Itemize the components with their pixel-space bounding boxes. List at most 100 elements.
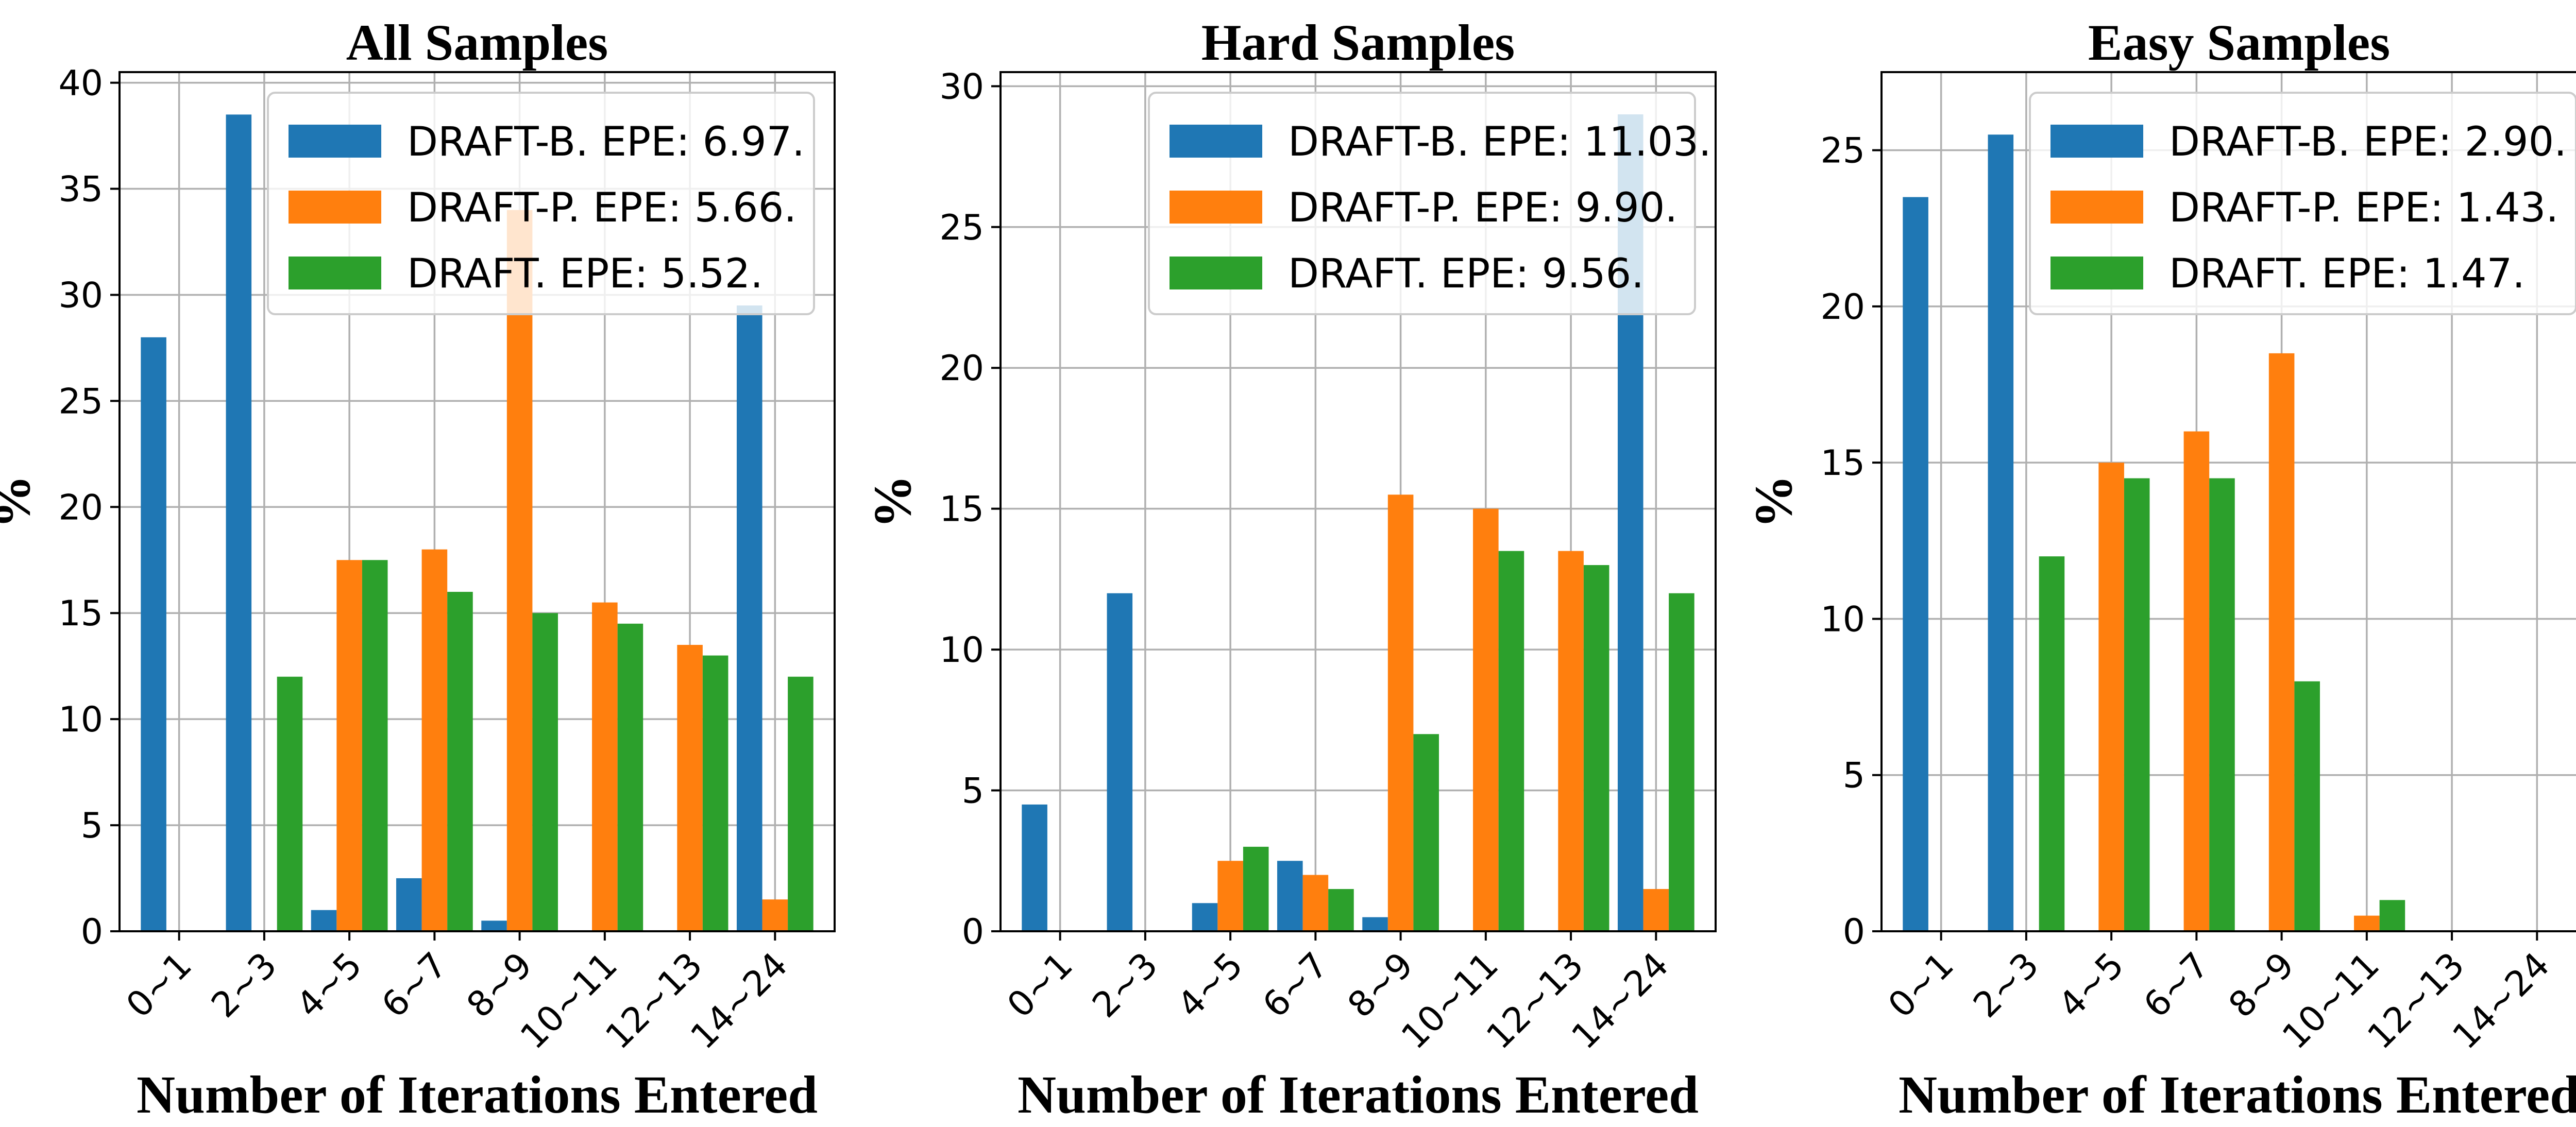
chart-title: All Samples bbox=[346, 14, 608, 71]
bar-draft-p-10-11 bbox=[592, 602, 618, 931]
x-tick-label: 12~13 bbox=[598, 945, 711, 1057]
legend-swatch-draft-b bbox=[1170, 125, 1262, 158]
legend-swatch-draft-p bbox=[289, 191, 381, 224]
y-tick-label: 0 bbox=[1843, 912, 1865, 952]
bar-draft-b-14-24 bbox=[736, 305, 762, 931]
bar-draft-b-8-9 bbox=[481, 920, 507, 931]
bar-draft-14-24 bbox=[788, 676, 814, 931]
legend-swatch-draft-p bbox=[1170, 191, 1262, 224]
bar-draft-b-0-1 bbox=[1903, 197, 1928, 932]
bar-draft-4-5 bbox=[2124, 478, 2150, 931]
y-tick-label: 0 bbox=[962, 912, 984, 952]
bar-draft-p-8-9 bbox=[506, 210, 533, 931]
y-tick-label: 20 bbox=[939, 348, 984, 389]
y-tick-label: 10 bbox=[939, 630, 984, 671]
x-tick-label: 14~24 bbox=[1564, 945, 1677, 1057]
legend-swatch-draft-b bbox=[2050, 125, 2143, 158]
x-axis-label: Number of Iterations Entered bbox=[137, 1065, 818, 1124]
legend-label-draft: DRAFT. EPE: 5.52. bbox=[407, 251, 763, 297]
x-tick-label: 4~5 bbox=[2051, 945, 2132, 1026]
x-tick-label: 2~3 bbox=[1966, 945, 2047, 1026]
bar-draft-b-0-1 bbox=[141, 337, 166, 931]
bar-draft-p-12-13 bbox=[1558, 551, 1584, 931]
legend-swatch-draft bbox=[289, 257, 381, 289]
legend-label-draft-p: DRAFT-P. EPE: 5.66. bbox=[407, 185, 796, 231]
legend-label-draft-p: DRAFT-P. EPE: 9.90. bbox=[1288, 185, 1677, 231]
bar-draft-p-10-11 bbox=[1473, 508, 1499, 931]
bar-draft-b-2-3 bbox=[1107, 593, 1133, 931]
bar-draft-b-2-3 bbox=[226, 114, 252, 932]
legend-swatch-draft-p bbox=[2050, 191, 2143, 224]
bar-draft-p-4-5 bbox=[336, 560, 362, 931]
y-tick-label: 30 bbox=[58, 275, 103, 316]
x-tick-label: 2~3 bbox=[1085, 945, 1166, 1026]
axes-frame bbox=[118, 71, 836, 932]
chart-title: Easy Samples bbox=[2088, 14, 2390, 71]
y-tick-label: 10 bbox=[58, 699, 103, 740]
bar-draft-p-14-24 bbox=[762, 899, 788, 931]
x-tick-label: 6~7 bbox=[1255, 945, 1336, 1026]
y-tick-label: 15 bbox=[1820, 443, 1865, 484]
legend: DRAFT-B. EPE: 6.97. DRAFT-P. EPE: 5.66. DR… bbox=[267, 92, 815, 315]
y-tick-label: 35 bbox=[58, 169, 103, 210]
x-tick-label: 0~1 bbox=[1880, 945, 1961, 1026]
bar-draft-b-4-5 bbox=[311, 910, 337, 931]
bar-draft-b-2-3 bbox=[1988, 134, 2014, 931]
bar-draft-8-9 bbox=[532, 613, 558, 931]
y-tick-label: 20 bbox=[1820, 287, 1865, 328]
legend-label-draft-b: DRAFT-B. EPE: 11.03. bbox=[1288, 119, 1711, 165]
bar-draft-12-13 bbox=[702, 655, 728, 931]
x-tick-label: 6~7 bbox=[374, 945, 455, 1026]
bar-draft-10-11 bbox=[617, 623, 643, 931]
bar-draft-b-0-1 bbox=[1022, 804, 1047, 931]
x-axis-label: Number of Iterations Entered bbox=[1018, 1065, 1699, 1124]
bar-draft-6-7 bbox=[1328, 889, 1354, 931]
y-tick-label: 15 bbox=[939, 489, 984, 530]
x-tick-label: 4~5 bbox=[289, 945, 370, 1026]
bar-draft-4-5 bbox=[362, 560, 388, 931]
bar-draft-2-3 bbox=[277, 676, 303, 931]
x-tick-label: 6~7 bbox=[2136, 945, 2217, 1026]
x-tick-label: 14~24 bbox=[683, 945, 796, 1057]
legend-label-draft-b: DRAFT-B. EPE: 6.97. bbox=[407, 119, 805, 165]
x-tick-label: 4~5 bbox=[1170, 945, 1251, 1026]
x-axis-label: Number of Iterations Entered bbox=[1899, 1065, 2576, 1124]
y-axis-label: % bbox=[1744, 475, 1803, 528]
x-tick-label: 10~11 bbox=[513, 945, 625, 1057]
bar-draft-p-14-24 bbox=[1643, 889, 1669, 931]
legend-swatch-draft bbox=[1170, 257, 1262, 289]
y-axis-label: % bbox=[863, 475, 922, 528]
legend: DRAFT-B. EPE: 2.90. DRAFT-P. EPE: 1.43. DR… bbox=[2029, 92, 2576, 315]
bar-draft-p-6-7 bbox=[421, 549, 448, 931]
x-tick-label: 2~3 bbox=[204, 945, 285, 1026]
y-tick-label: 0 bbox=[81, 912, 103, 952]
x-tick-label: 10~11 bbox=[1394, 945, 1506, 1057]
y-tick-label: 25 bbox=[58, 381, 103, 422]
x-tick-label: 14~24 bbox=[2445, 945, 2558, 1057]
bar-draft-10-11 bbox=[1498, 551, 1524, 931]
bar-draft-p-8-9 bbox=[2268, 353, 2295, 932]
legend-swatch-draft bbox=[2050, 257, 2143, 289]
bar-draft-p-4-5 bbox=[2098, 463, 2124, 931]
legend-box bbox=[2029, 92, 2576, 315]
axes-frame bbox=[1880, 71, 2576, 932]
bar-draft-b-6-7 bbox=[396, 878, 422, 931]
legend-swatch-draft-b bbox=[289, 125, 381, 158]
bar-draft-b-8-9 bbox=[1362, 917, 1388, 931]
bar-draft-6-7 bbox=[2209, 478, 2235, 931]
y-tick-label: 5 bbox=[962, 771, 984, 812]
legend: DRAFT-B. EPE: 11.03. DRAFT-P. EPE: 9.90. D… bbox=[1148, 92, 1711, 315]
chart-title: Hard Samples bbox=[1201, 14, 1515, 71]
y-tick-label: 20 bbox=[58, 487, 103, 528]
bar-draft-p-12-13 bbox=[677, 645, 703, 931]
bar-draft-p-10-11 bbox=[2354, 915, 2380, 931]
x-tick-label: 10~11 bbox=[2275, 945, 2387, 1057]
y-tick-label: 40 bbox=[58, 63, 103, 104]
bar-draft-8-9 bbox=[2294, 681, 2320, 931]
y-tick-label: 5 bbox=[1843, 756, 1865, 796]
